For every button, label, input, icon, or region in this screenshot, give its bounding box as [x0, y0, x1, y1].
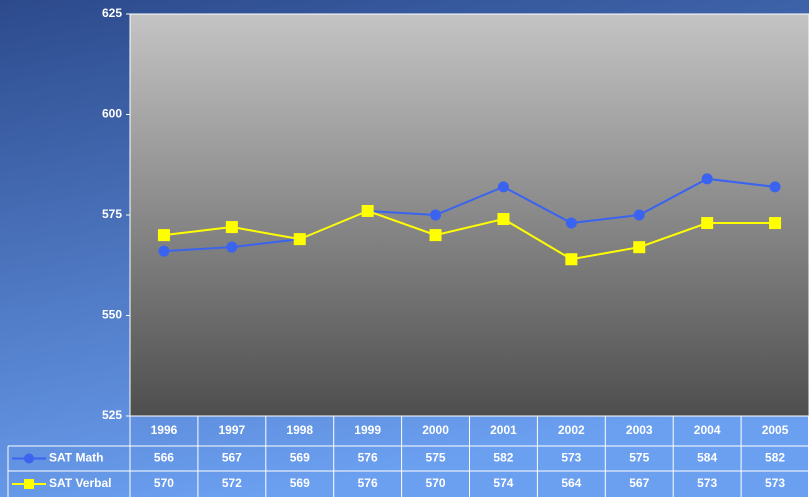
- marker: [701, 217, 714, 230]
- legend-key-marker: [24, 453, 34, 464]
- plot-area: [129, 13, 809, 417]
- y-tick-label: 550: [102, 308, 122, 322]
- table-value: 574: [493, 476, 513, 490]
- table-value: 569: [290, 451, 310, 465]
- marker: [633, 241, 646, 254]
- marker: [497, 213, 510, 226]
- x-tick-label: 1996: [151, 423, 178, 437]
- x-tick-label: 2005: [762, 423, 789, 437]
- x-tick-label: 2004: [694, 423, 721, 437]
- table-value: 573: [561, 451, 581, 465]
- table-value: 569: [290, 476, 310, 490]
- table-value: 567: [629, 476, 649, 490]
- marker: [769, 181, 781, 193]
- x-tick-label: 2002: [558, 423, 585, 437]
- x-tick-label: 1997: [218, 423, 245, 437]
- x-tick-label: 2000: [422, 423, 449, 437]
- table-value: 582: [493, 451, 513, 465]
- series-line: [163, 209, 776, 261]
- marker: [633, 209, 645, 221]
- table-value: 573: [765, 476, 785, 490]
- legend-label: SAT Math: [49, 451, 103, 465]
- table-value: 570: [154, 476, 174, 490]
- legend-label: SAT Verbal: [49, 476, 111, 490]
- table-value: 564: [561, 476, 581, 490]
- table-value: 576: [358, 451, 378, 465]
- y-tick-label: 600: [102, 107, 122, 121]
- x-tick-label: 1999: [354, 423, 381, 437]
- series-line: [163, 177, 776, 253]
- marker: [497, 181, 509, 193]
- table-value: 567: [222, 451, 242, 465]
- legend-key-marker: [24, 479, 34, 489]
- marker: [361, 204, 374, 217]
- y-tick-label: 525: [102, 408, 122, 422]
- table-value: 584: [697, 451, 717, 465]
- marker: [565, 253, 578, 266]
- x-tick-label: 2001: [490, 423, 517, 437]
- table-value: 582: [765, 451, 785, 465]
- table-value: 573: [697, 476, 717, 490]
- marker: [701, 173, 713, 185]
- y-tick-label: 575: [102, 207, 122, 221]
- marker: [769, 217, 782, 230]
- marker: [158, 245, 170, 257]
- x-tick-label: 1998: [286, 423, 313, 437]
- marker: [157, 229, 170, 242]
- table-value: 576: [358, 476, 378, 490]
- marker: [565, 217, 577, 229]
- table-value: 570: [426, 476, 446, 490]
- x-tick-label: 2003: [626, 423, 653, 437]
- table-value: 566: [154, 451, 174, 465]
- marker: [225, 221, 238, 234]
- y-tick-label: 625: [102, 6, 122, 20]
- marker: [429, 229, 442, 242]
- table-value: 575: [426, 451, 446, 465]
- table-value: 572: [222, 476, 242, 490]
- marker: [226, 241, 238, 253]
- marker: [293, 233, 306, 246]
- marker: [430, 209, 442, 221]
- table-value: 575: [629, 451, 649, 465]
